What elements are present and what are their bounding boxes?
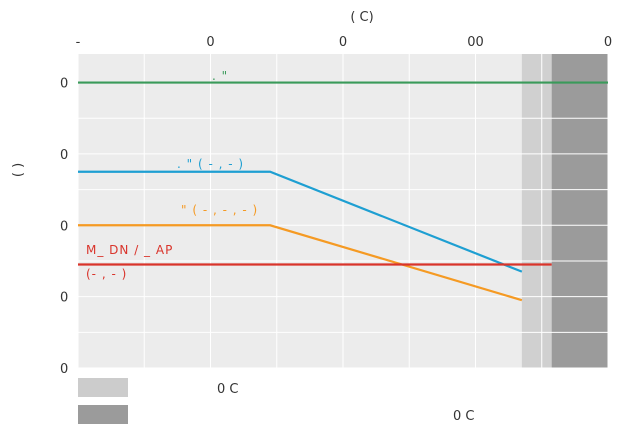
- x-tick-label-4: 0: [604, 35, 612, 50]
- y-tick-label-4: 0: [60, 77, 68, 92]
- temperature-band-0: [521, 54, 552, 368]
- y-tick-label-0: 0: [60, 362, 68, 377]
- y-tick-label-2: 0: [60, 219, 68, 234]
- series-label-1: . " ( - , - ): [177, 157, 244, 171]
- series-line-1: [78, 170, 523, 273]
- series-label-2: " ( - , - , - ): [181, 203, 258, 217]
- x-tick-label-0: -: [76, 35, 81, 50]
- series-line-2: [78, 224, 523, 302]
- y-tick-label-1: 0: [60, 291, 68, 306]
- legend-label-1: 0 C: [453, 409, 474, 424]
- x-tick-label-2: 0: [339, 35, 347, 50]
- series-label-0: . ": [212, 69, 228, 83]
- y-axis-label: ( ): [11, 163, 26, 177]
- series-label-3-line2: (- , - ): [86, 267, 127, 281]
- legend-swatch-0: [78, 378, 128, 397]
- series-label-3: M_ DN / _ AP: [86, 243, 173, 257]
- legend-label-0: 0 C: [217, 382, 238, 397]
- x-tick-label-1: 0: [206, 35, 214, 50]
- y-tick-label-3: 0: [60, 148, 68, 163]
- temperature-band-1: [551, 54, 608, 368]
- x-axis-label: ( C): [350, 10, 373, 25]
- x-tick-label-3: 00: [467, 35, 484, 50]
- legend-swatch-1: [78, 405, 128, 424]
